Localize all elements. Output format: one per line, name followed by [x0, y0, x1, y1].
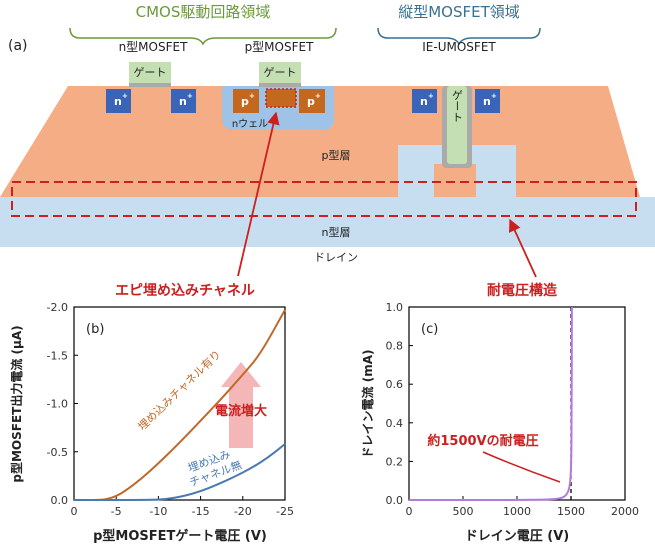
epi-channel-arrow: [237, 111, 280, 277]
current-increase-arrow: [221, 362, 261, 448]
pplus-label-2: p: [307, 95, 315, 108]
umos-gate-label: ゲート: [451, 89, 464, 122]
pmos-drain-pplus: [299, 89, 325, 113]
pmos-source-pplus: [233, 89, 259, 113]
x-tick-label: -10: [149, 505, 167, 518]
nmos-gate-oxide: [129, 82, 171, 87]
x-tick-label: -15: [192, 505, 210, 518]
umos-source-nplus-left: [412, 89, 437, 113]
breakdown-structure-box: [11, 181, 637, 217]
chart-c-frame: [408, 306, 626, 501]
pplus-sup-2: +: [315, 92, 321, 100]
p-layer-label: p型層: [322, 148, 351, 162]
current-increase-label: 電流増大: [215, 403, 267, 419]
nplus-sup-2: +: [187, 92, 193, 100]
umos-p-shield: [434, 164, 476, 197]
cross-section-panel: (a) CMOS駆動回路領域 縦型MOSFET領域 n型MOSFET p型MOS…: [0, 3, 655, 299]
series-without-channel-line: [73, 443, 286, 502]
panel-a-label: (a): [8, 38, 28, 54]
nmos-drain-nplus: [171, 89, 196, 113]
drain-current-line: [408, 306, 573, 502]
x-tick-label: 500: [453, 505, 474, 518]
y-tick-label: -1.0: [47, 398, 68, 411]
pplus-label-1: p: [241, 95, 249, 108]
nmos-source-nplus: [106, 89, 131, 113]
y-tick-label: -0.5: [47, 446, 68, 459]
breakdown-voltage-pointer: [482, 451, 561, 483]
x-tick-label: 0: [71, 505, 78, 518]
x-tick-label: 1500: [557, 505, 585, 518]
nplus-sup-3: +: [428, 92, 434, 100]
nmos-gate-label: ゲート: [134, 66, 167, 79]
ieumos-label: IE-UMOSFET: [422, 40, 496, 54]
chart-b-xlabel: p型MOSFETゲート電圧 (V): [93, 528, 267, 544]
y-tick-label: 0.0: [51, 494, 69, 507]
chart-c-ylabel: ドレイン電流 (mA): [360, 350, 375, 459]
chart-b-panel-label: (b): [86, 322, 104, 337]
n-layer: [0, 197, 655, 247]
pmos-gate-label: ゲート: [264, 66, 297, 79]
pmos-gate-oxide: [259, 82, 301, 87]
chart-b-ylabel: p型MOSFET出力電流 (μA): [9, 325, 24, 482]
breakdown-voltage-label: 約1500Vの耐電圧: [427, 433, 538, 449]
drain-label: ドレイン: [314, 251, 358, 264]
y-tick-label: 0.0: [386, 494, 404, 507]
nplus-label-4: n: [483, 95, 491, 108]
x-tick-label: -20: [234, 505, 252, 518]
cmos-region-title: CMOS駆動回路領域: [136, 3, 271, 21]
x-tick-label: -5: [111, 505, 122, 518]
x-tick-label: 2000: [611, 505, 639, 518]
y-tick-label: 0.4: [386, 417, 404, 430]
pmos-gate: [259, 62, 301, 83]
chart-c: (c) ドレイン電圧 (V) ドレイン電流 (mA) 約1500Vの耐電圧 0 5…: [360, 301, 639, 544]
breakdown-structure-arrow: [508, 218, 537, 278]
y-tick-label: 1.0: [386, 301, 404, 314]
y-tick-label: 0.6: [386, 378, 404, 391]
n-well-label: nウェル: [232, 118, 268, 130]
nplus-sup-1: +: [122, 92, 128, 100]
umos-source-nplus-right: [475, 89, 500, 113]
trench-gate: [447, 86, 467, 164]
nplus-label-2: n: [179, 95, 187, 108]
n-layer-label: n型層: [322, 225, 351, 239]
x-tick-label: 1000: [503, 505, 531, 518]
nmos-gate: [129, 62, 171, 83]
chart-b: (b) p型MOSFETゲート電圧 (V) p型MOSFET出力電流 (μA) …: [9, 301, 294, 544]
chart-c-xlabel: ドレイン電圧 (V): [465, 529, 569, 544]
vertical-region-title: 縦型MOSFET領域: [398, 3, 520, 21]
pmos-label: p型MOSFET: [245, 40, 315, 54]
breakdown-structure-label: 耐電圧構造: [487, 282, 557, 299]
vertical-brace: [377, 27, 541, 46]
chart-c-panel-label: (c): [421, 322, 438, 337]
x-tick-label: -25: [276, 505, 294, 518]
y-tick-label: 0.2: [386, 455, 404, 468]
nplus-sup-4: +: [491, 92, 497, 100]
nmos-label: n型MOSFET: [119, 40, 189, 54]
nplus-label-1: n: [114, 95, 122, 108]
x-tick-label: 0: [406, 505, 413, 518]
y-tick-label: -2.0: [47, 301, 68, 314]
epi-buried-channel: [265, 88, 297, 108]
cmos-brace: [69, 27, 337, 46]
epi-channel-label: エピ埋め込みチャネル: [115, 282, 255, 299]
pplus-sup-1: +: [249, 92, 255, 100]
y-tick-label: -1.5: [47, 349, 68, 362]
y-tick-label: 0.8: [386, 340, 404, 353]
nplus-label-3: n: [420, 95, 428, 108]
